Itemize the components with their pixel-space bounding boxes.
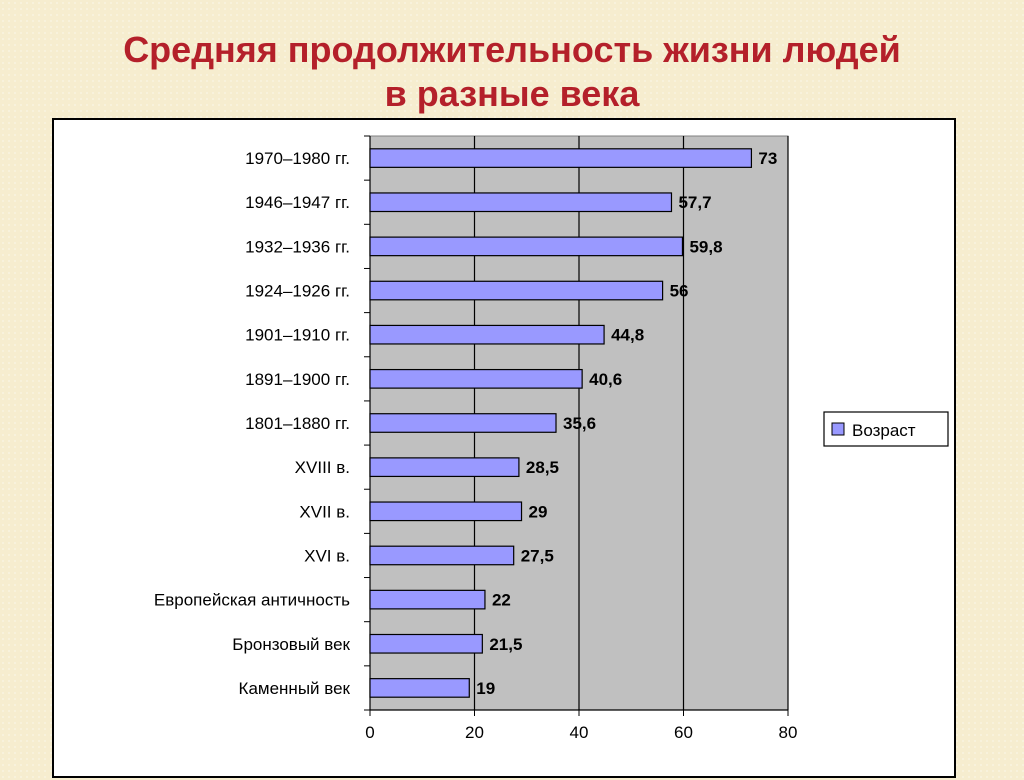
bar (369, 413, 557, 433)
bar (369, 192, 673, 213)
category-label: Европейская античность (154, 591, 350, 610)
x-tick-label: 40 (570, 723, 589, 742)
data-label: 73 (758, 149, 777, 168)
category-label: Каменный век (239, 679, 351, 698)
data-label: 35,6 (563, 414, 596, 433)
category-label: 1891–1900 гг. (245, 370, 350, 389)
bar (369, 501, 523, 522)
data-label: 28,5 (526, 458, 559, 477)
x-tick-label: 60 (674, 723, 693, 742)
bar (369, 148, 753, 168)
data-label: 22 (492, 591, 511, 610)
category-label: 1932–1936 гг. (245, 237, 350, 256)
data-label: 21,5 (489, 635, 522, 654)
category-label: XVI в. (304, 546, 350, 565)
title-line-2: в разные века (384, 73, 640, 114)
legend-label: Возраст (852, 421, 916, 440)
bar (369, 457, 520, 478)
data-label: 44,8 (611, 326, 644, 345)
category-label: 1901–1910 гг. (245, 326, 350, 345)
data-label: 19 (476, 679, 495, 698)
x-tick-label: 0 (365, 723, 374, 742)
category-label: Бронзовый век (232, 635, 350, 654)
x-tick-label: 20 (465, 723, 484, 742)
data-label: 40,6 (589, 370, 622, 389)
data-label: 56 (670, 282, 689, 301)
bar (369, 633, 483, 654)
data-label: 57,7 (678, 193, 711, 212)
data-label: 59,8 (689, 237, 722, 256)
data-label: 29 (529, 502, 548, 521)
category-label: 1970–1980 гг. (245, 149, 350, 168)
category-label: 1801–1880 гг. (245, 414, 350, 433)
bar (369, 324, 605, 345)
data-label: 27,5 (521, 546, 554, 565)
slide-title: Средняя продолжительность жизни людей в … (0, 28, 1024, 116)
bar (369, 280, 664, 301)
legend-swatch (831, 422, 845, 436)
category-label: 1924–1926 гг. (245, 282, 350, 301)
bar (369, 678, 470, 698)
legend (823, 411, 949, 447)
chart-frame: 0 20 40 60 80 1970–1980 гг. 73 1946–1947 гг. 57,… (52, 118, 956, 778)
bar (369, 236, 684, 257)
bar (369, 368, 583, 389)
x-tick-label: 80 (779, 723, 798, 742)
category-label: XVII в. (299, 502, 350, 521)
category-label: XVIII в. (295, 458, 350, 477)
bar-chart: 0 20 40 60 80 1970–1980 гг. 73 1946–1947 гг. 57,… (154, 135, 949, 742)
bar (369, 545, 515, 566)
bar (369, 589, 486, 610)
category-label: 1946–1947 гг. (245, 193, 350, 212)
title-line-1: Средняя продолжительность жизни людей (123, 29, 901, 70)
